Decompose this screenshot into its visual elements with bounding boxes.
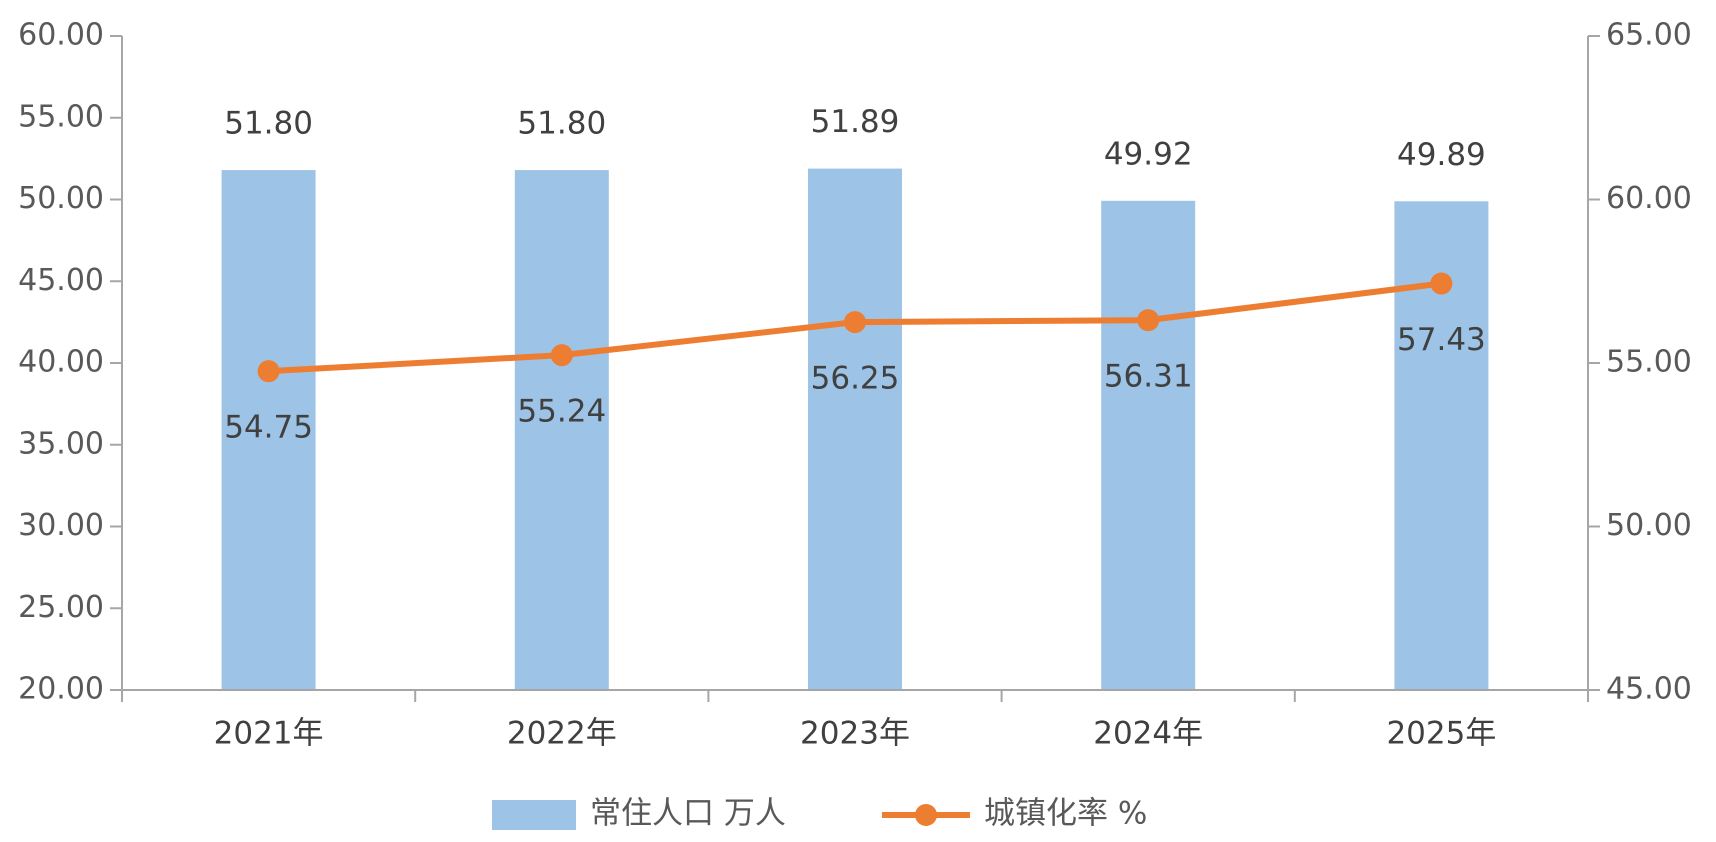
line-value-label: 54.75 xyxy=(224,410,313,446)
bar-2024年 xyxy=(1101,200,1196,691)
line-point-2021年 xyxy=(257,360,280,383)
bar-2021年 xyxy=(221,170,316,690)
left-tick-label: 20.00 xyxy=(18,672,104,707)
bar-value-label: 51.80 xyxy=(224,106,313,142)
left-tick-label: 45.00 xyxy=(18,263,104,298)
left-tick-label: 35.00 xyxy=(18,426,104,461)
right-tick-label: 55.00 xyxy=(1606,345,1692,380)
bar-2022年 xyxy=(514,170,609,690)
legend-line-label: 城镇化率 % xyxy=(984,796,1147,832)
left-tick-label: 40.00 xyxy=(18,345,104,380)
right-tick-label: 45.00 xyxy=(1606,672,1692,707)
legend-bar-swatch xyxy=(492,800,576,830)
left-tick-label: 60.00 xyxy=(18,18,104,53)
x-tick-label: 2023年 xyxy=(800,716,910,752)
x-tick-label: 2022年 xyxy=(507,716,617,752)
left-tick-label: 25.00 xyxy=(18,590,104,625)
line-value-label: 57.43 xyxy=(1397,322,1486,358)
bar-value-label: 49.89 xyxy=(1397,137,1486,173)
right-tick-label: 60.00 xyxy=(1606,181,1692,216)
line-value-label: 55.24 xyxy=(517,394,606,430)
left-tick-label: 55.00 xyxy=(18,99,104,134)
x-tick-label: 2025年 xyxy=(1386,716,1496,752)
line-point-2023年 xyxy=(844,311,866,334)
legend-line-marker xyxy=(915,804,937,826)
left-tick-label: 30.00 xyxy=(18,508,104,543)
left-tick-label: 50.00 xyxy=(18,181,104,216)
x-tick-label: 2024年 xyxy=(1093,716,1203,752)
right-tick-label: 65.00 xyxy=(1606,18,1692,53)
line-value-label: 56.25 xyxy=(811,361,900,397)
bar-value-label: 51.80 xyxy=(517,106,606,142)
line-point-2025年 xyxy=(1430,272,1453,295)
legend-bar-label: 常住人口 万人 xyxy=(590,796,786,832)
line-point-2022年 xyxy=(550,344,573,367)
line-value-label: 56.31 xyxy=(1104,359,1193,395)
x-tick-label: 2021年 xyxy=(214,716,324,752)
bar-value-label: 49.92 xyxy=(1104,136,1193,172)
bar-2023年 xyxy=(808,168,902,690)
bar-value-label: 51.89 xyxy=(811,104,900,140)
right-tick-label: 50.00 xyxy=(1606,508,1692,543)
line-point-2024年 xyxy=(1137,309,1160,332)
